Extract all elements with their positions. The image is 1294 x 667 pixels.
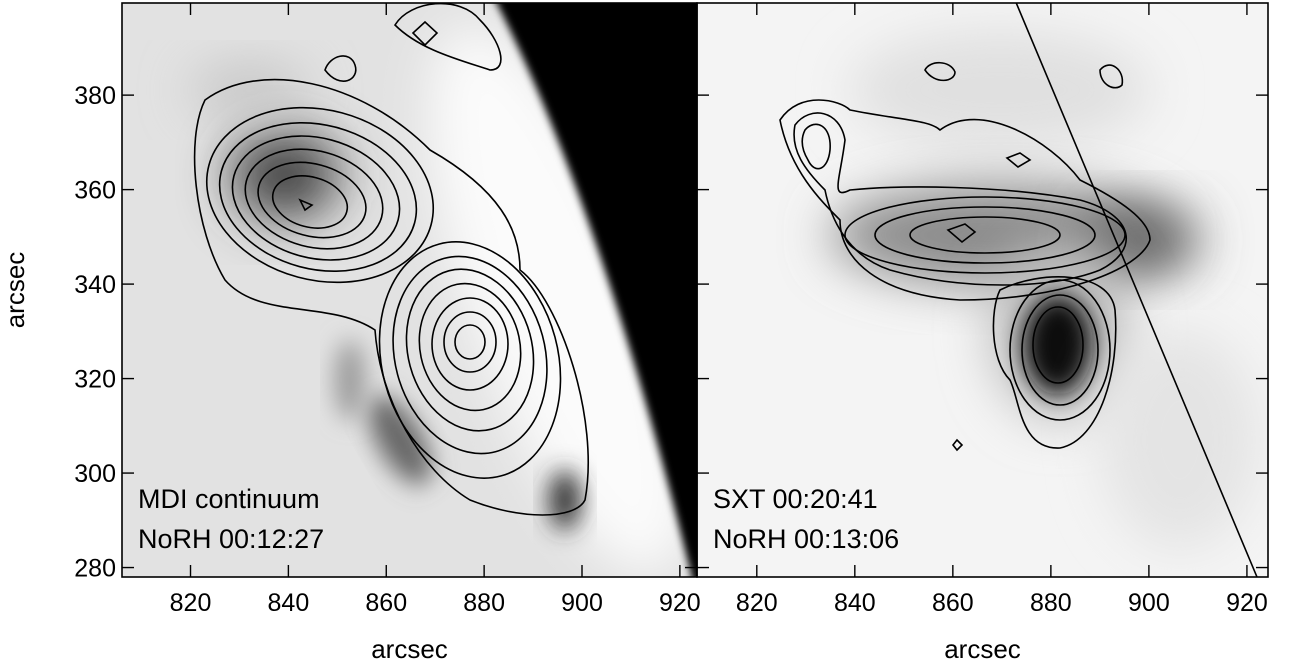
y-tick-label: 300	[74, 460, 116, 488]
plot-frame	[696, 2, 1269, 578]
y-tick-label: 320	[74, 366, 116, 394]
x-tick-label: 880	[463, 589, 505, 617]
mdi-image	[122, 3, 697, 577]
x-tick-label: 920	[1226, 589, 1268, 617]
y-tick-label: 280	[74, 555, 116, 583]
x-tick-label: 920	[659, 589, 701, 617]
x-tick-label: 860	[932, 589, 974, 617]
annotation: SXT 00:20:41	[713, 484, 878, 514]
x-tick-label: 860	[365, 589, 407, 617]
x-tick-label: 900	[561, 589, 603, 617]
contours	[779, 61, 1151, 452]
x-tick-label: 820	[736, 589, 778, 617]
annotation: NoRH 00:13:06	[713, 524, 899, 554]
y-axis-label: arcsec	[0, 252, 30, 329]
x-axis-label: arcsec	[371, 634, 448, 664]
annotation: MDI continuum	[138, 484, 320, 514]
y-tick-label: 360	[74, 177, 116, 205]
x-tick-label: 820	[170, 589, 212, 617]
x-tick-label: 840	[834, 589, 876, 617]
contours	[193, 3, 589, 516]
sxt-image	[697, 3, 1268, 577]
x-tick-label: 900	[1128, 589, 1170, 617]
y-tick-label: 380	[74, 82, 116, 110]
y-tick-label: 340	[74, 271, 116, 299]
annotation: NoRH 00:12:27	[138, 524, 324, 554]
x-tick-label: 840	[268, 589, 310, 617]
x-axis-label: arcsec	[944, 634, 1021, 664]
x-tick-label: 880	[1030, 589, 1072, 617]
